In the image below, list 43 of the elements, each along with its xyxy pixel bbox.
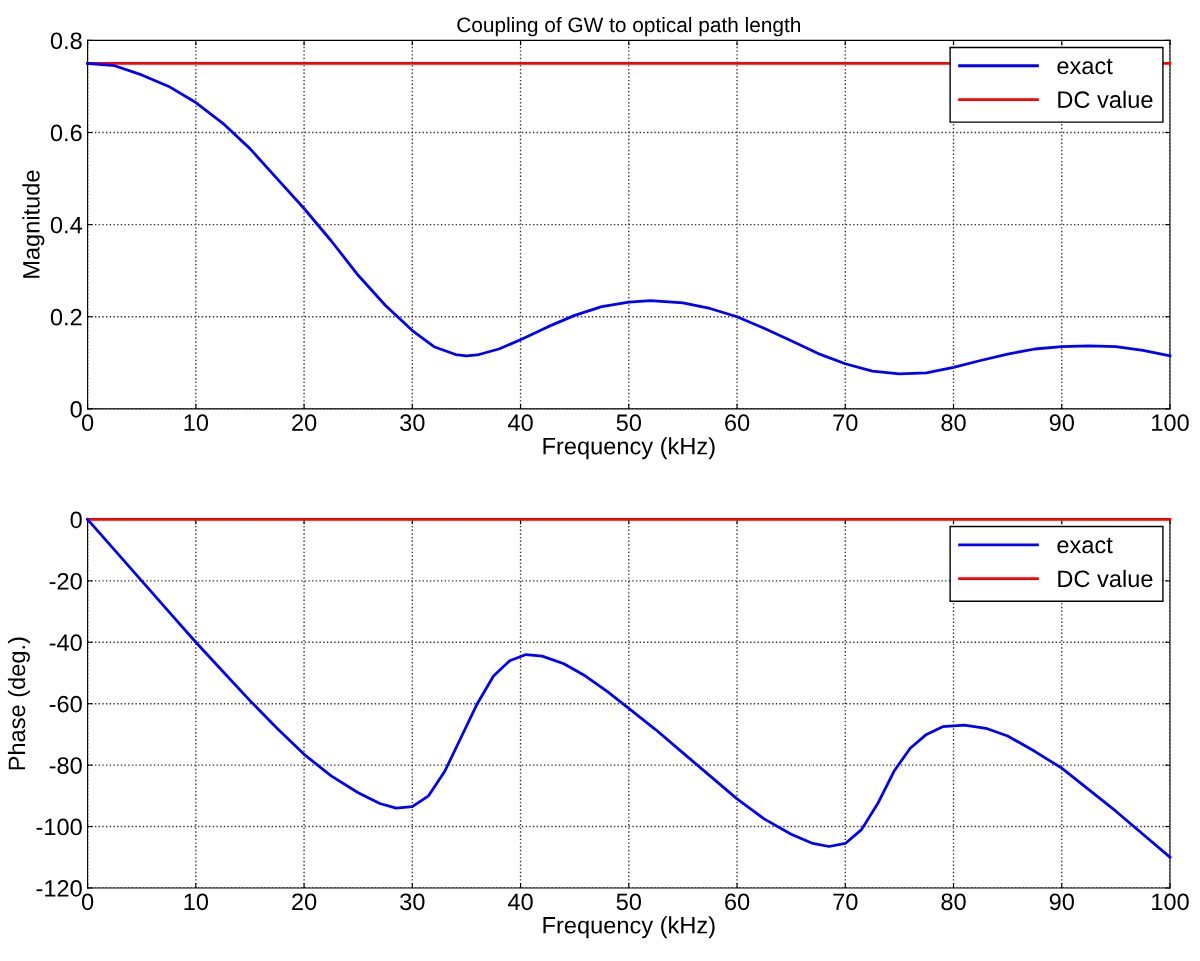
y-tick-label: -20 <box>49 572 82 590</box>
y-axis-title: Phase (deg.) <box>7 637 30 770</box>
x-tick-label: 20 <box>292 414 317 432</box>
x-tick-label: 10 <box>184 893 209 911</box>
x-tick-label: 80 <box>941 414 966 432</box>
x-tick-label: 10 <box>184 414 209 432</box>
y-tick-label: 0 <box>70 400 82 418</box>
y-tick-label: -40 <box>49 634 82 652</box>
x-tick-label: 20 <box>292 893 317 911</box>
x-tick-label: 50 <box>616 414 642 432</box>
x-axis-title: Frequency (kHz) <box>543 437 715 460</box>
y-axis-title: Magnitude <box>22 170 45 278</box>
x-tick-label: 90 <box>1049 893 1074 911</box>
x-tick-label: 70 <box>833 414 858 432</box>
y-tick-label: -100 <box>36 818 82 836</box>
y-tick-label: -80 <box>49 757 82 774</box>
y-tick-label: -120 <box>36 880 82 897</box>
x-tick-label: 80 <box>941 893 966 911</box>
y-tick-label: -60 <box>49 695 82 713</box>
x-tick-label: 100 <box>1152 414 1189 432</box>
legend-label: DC value <box>1058 90 1153 109</box>
legend-label: DC value <box>1058 569 1153 588</box>
y-tick-label: 0.6 <box>50 124 82 142</box>
x-tick-label: 0 <box>81 893 94 911</box>
legend-label: exact <box>1057 537 1113 554</box>
x-tick-label: 60 <box>725 893 750 911</box>
x-tick-label: 30 <box>400 414 425 432</box>
chart-title: Coupling of GW to optical path length <box>457 16 801 37</box>
x-tick-label: 30 <box>400 893 425 911</box>
y-tick-label: 0.8 <box>50 32 82 50</box>
y-tick-label: 0 <box>70 511 82 529</box>
x-axis-title: Frequency (kHz) <box>543 916 715 939</box>
x-tick-label: 60 <box>725 414 750 432</box>
x-tick-label: 90 <box>1049 414 1074 432</box>
x-tick-label: 100 <box>1152 893 1189 911</box>
x-tick-label: 40 <box>507 893 533 911</box>
y-tick-label: 0.4 <box>50 216 83 234</box>
x-tick-label: 40 <box>507 414 533 432</box>
x-tick-label: 50 <box>616 893 642 911</box>
x-tick-label: 70 <box>833 893 858 911</box>
x-tick-label: 0 <box>81 414 94 432</box>
y-tick-label: 0.2 <box>50 308 82 326</box>
legend-label: exact <box>1057 58 1113 75</box>
